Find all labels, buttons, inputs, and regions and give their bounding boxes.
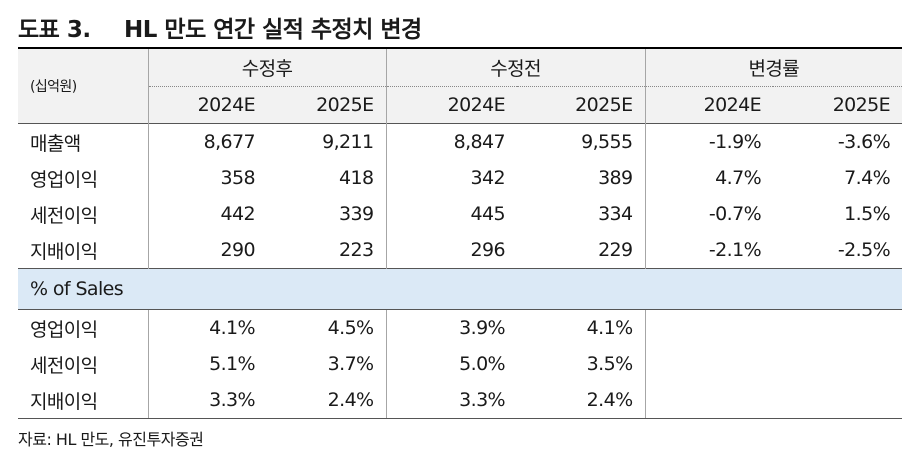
table-cell: 445 <box>385 196 518 232</box>
table-cell: 389 <box>598 167 633 189</box>
table-row: 영업이익 358 418 342 389 4.7% 7.4% <box>18 160 902 196</box>
table-cell: 296 <box>385 232 518 269</box>
table-cell: 3.9% <box>385 309 518 346</box>
table-cell: 290 <box>147 232 267 269</box>
empty-cell <box>644 309 774 346</box>
table-cell: 1.5% <box>844 203 891 225</box>
figure-number: 도표 3. <box>18 17 91 43</box>
table-cell: 3.5% <box>586 353 633 375</box>
table-cell: -2.1% <box>644 232 774 269</box>
table-cell: 5.0% <box>385 346 518 382</box>
table-cell: 342 <box>385 160 518 196</box>
empty-cell <box>773 310 902 347</box>
row-label: 세전이익 <box>30 204 98 227</box>
year-header: 2024E <box>147 86 267 124</box>
table-cell: 8,847 <box>385 123 518 160</box>
table-cell: -0.7% <box>644 196 774 232</box>
table-cell: 223 <box>339 239 374 261</box>
empty-cell <box>644 346 774 382</box>
year-header: 2025E <box>773 86 903 124</box>
figure-title: 도표 3. HL 만도 연간 실적 추정치 변경 <box>18 10 422 44</box>
table-cell: -1.9% <box>644 123 774 160</box>
table-cell: -3.6% <box>773 123 903 160</box>
table-cell: 339 <box>339 203 374 225</box>
table-cell: 418 <box>339 167 374 189</box>
row-label: 영업이익 <box>30 168 98 191</box>
table-cell: 7.4% <box>844 167 891 189</box>
table-cell: 9,211 <box>267 123 387 160</box>
table-cell: 2.4% <box>267 382 387 419</box>
table-cell: 4.1% <box>586 317 633 339</box>
table-cell: 8,677 <box>147 123 267 160</box>
group-previous: 수정전 <box>385 49 646 87</box>
empty-cell <box>644 382 774 419</box>
estimate-change-table: (십억원) 수정후 수정전 변경률 2024E 2025E 2024E 2025… <box>18 49 903 419</box>
group-change: 변경률 <box>644 49 903 87</box>
table-row: 매출액 8,677 9,211 8,847 9,555 -1.9% -3.6% <box>18 123 903 160</box>
row-label: 영업이익 <box>30 318 98 341</box>
table-cell: 4.1% <box>147 309 267 346</box>
header-group-row: (십억원) 수정후 수정전 변경률 <box>18 49 903 124</box>
table-cell: 4.5% <box>327 317 374 339</box>
table-cell: 2.4% <box>517 382 646 419</box>
table-cell: 9,555 <box>517 123 646 160</box>
group-revised: 수정후 <box>147 49 387 87</box>
unit-label: (십억원) <box>18 49 148 124</box>
figure-title-text: HL 만도 연간 실적 추정치 변경 <box>124 17 422 43</box>
year-header: 2025E <box>267 86 387 124</box>
table-cell: 3.3% <box>385 382 518 419</box>
header-year-row: 2024E 2025E 2024E 2025E 2024E 2025E <box>18 86 903 124</box>
table-cell: 334 <box>598 203 633 225</box>
table-cell: -2.5% <box>837 239 891 261</box>
table-row: 지배이익 290 223 296 229 -2.1% -2.5% <box>18 232 902 269</box>
section-row: % of Sales <box>18 268 903 310</box>
year-header: 2024E <box>644 86 774 124</box>
year-header: 2024E <box>385 86 518 124</box>
row-label: 매출액 <box>18 123 148 160</box>
table-cell: 358 <box>147 160 267 196</box>
empty-cell <box>773 382 903 419</box>
source-note: 자료: HL 만도, 유진투자증권 <box>18 430 204 449</box>
empty-cell <box>773 346 902 382</box>
table-row: 영업이익 4.1% 4.5% 3.9% 4.1% <box>18 309 902 347</box>
row-label: 세전이익 <box>30 354 98 377</box>
table-row: 지배이익 3.3% 2.4% 3.3% 2.4% <box>18 382 903 419</box>
table-cell: 4.7% <box>644 160 774 196</box>
year-header: 2025E <box>517 86 646 124</box>
table-cell: 5.1% <box>147 346 267 382</box>
table-cell: 229 <box>598 239 633 261</box>
table-row: 세전이익 442 339 445 334 -0.7% 1.5% <box>18 196 902 232</box>
section-label: % of Sales <box>18 268 903 310</box>
table-cell: 442 <box>147 196 267 232</box>
row-label: 지배이익 <box>30 240 98 263</box>
title-rule <box>18 47 902 49</box>
table-row: 세전이익 5.1% 3.7% 5.0% 3.5% <box>18 346 902 382</box>
table-cell: 3.3% <box>147 382 267 419</box>
table-cell: 3.7% <box>327 353 374 375</box>
row-label: 지배이익 <box>18 382 148 419</box>
